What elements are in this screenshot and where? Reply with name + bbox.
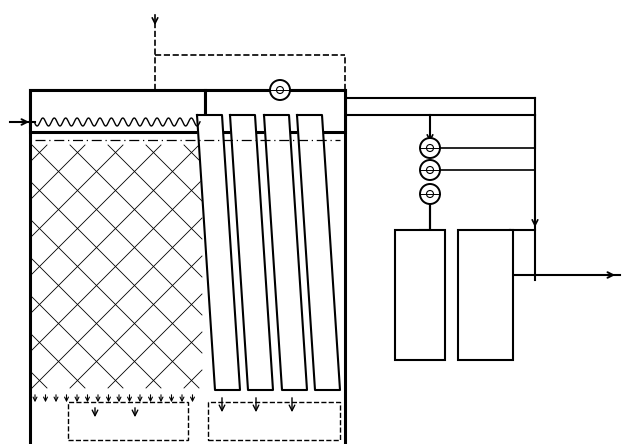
Bar: [30, 90, 345, 444]
Circle shape: [420, 184, 440, 204]
Bar: [395, 230, 445, 360]
Circle shape: [420, 160, 440, 180]
Polygon shape: [230, 115, 273, 390]
Polygon shape: [264, 115, 307, 390]
Bar: [68, 402, 188, 440]
Bar: [208, 402, 340, 440]
Polygon shape: [197, 115, 240, 390]
Bar: [205, 90, 345, 132]
Bar: [458, 230, 513, 360]
Circle shape: [270, 80, 290, 100]
Polygon shape: [297, 115, 340, 390]
Circle shape: [420, 138, 440, 158]
Bar: [30, 90, 205, 132]
